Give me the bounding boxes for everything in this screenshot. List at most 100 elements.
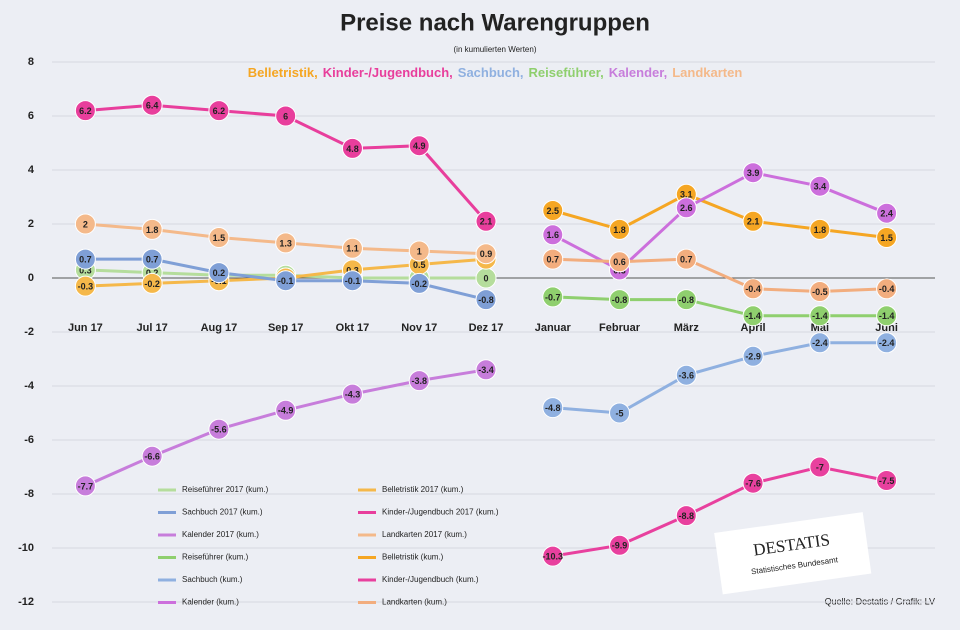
y-tick-label: 6 — [28, 110, 34, 122]
point — [341, 383, 363, 405]
highlight-item: Kinder-/Jugendbuch, — [323, 65, 453, 80]
value-label: 4.8 — [346, 144, 359, 154]
point — [742, 162, 764, 184]
point — [208, 100, 230, 122]
point — [542, 286, 564, 308]
y-tick-label: 0 — [28, 272, 34, 284]
point — [408, 272, 430, 294]
value-label: -4.9 — [278, 406, 294, 416]
y-tick-label: -6 — [24, 434, 34, 446]
value-label: 4.9 — [413, 141, 426, 151]
value-label: 0.6 — [613, 257, 626, 267]
point — [141, 445, 163, 467]
highlight-item: Belletristik, — [248, 65, 318, 80]
point — [475, 243, 497, 265]
point — [475, 289, 497, 311]
point — [742, 305, 764, 327]
value-label: 2.6 — [680, 203, 693, 213]
point — [542, 545, 564, 567]
value-label: 0.7 — [79, 254, 92, 264]
value-label: 6 — [283, 111, 288, 121]
point — [876, 202, 898, 224]
x-tick-label: Aug 17 — [201, 322, 238, 334]
value-label: -5.6 — [211, 425, 227, 435]
y-tick-label: -8 — [24, 488, 34, 500]
value-label: -0.4 — [879, 284, 895, 294]
point — [809, 332, 831, 354]
value-label: -2.4 — [812, 338, 828, 348]
value-label: 0.3 — [79, 265, 92, 275]
value-label: -0.2 — [144, 279, 160, 289]
series-line — [552, 295, 887, 318]
value-label: -10.3 — [543, 551, 564, 561]
value-label: 1.3 — [279, 238, 292, 248]
point — [675, 248, 697, 270]
point — [809, 281, 831, 302]
point — [475, 359, 497, 381]
value-label: -0.7 — [545, 292, 561, 302]
x-tick-label: Februar — [599, 322, 641, 334]
highlight-item: Sachbuch, — [458, 65, 524, 80]
y-tick-label: 4 — [28, 164, 35, 176]
value-label: -0.5 — [812, 287, 828, 297]
point — [675, 364, 697, 386]
value-label: 1.6 — [547, 230, 560, 240]
value-label: 0.9 — [480, 249, 493, 259]
source: Quelle: Destatis / Grafik: LV — [825, 596, 935, 606]
point — [208, 418, 230, 440]
value-label: 1.8 — [146, 225, 159, 235]
value-label: 0.7 — [146, 254, 159, 264]
series-line — [552, 257, 887, 294]
legend-label: Belletristik (kum.) — [382, 553, 444, 562]
x-tick-label: Januar — [535, 322, 572, 334]
point — [742, 472, 764, 494]
point — [141, 248, 163, 270]
x-tick-label: Okt 17 — [336, 322, 370, 334]
value-label: 2.1 — [747, 217, 760, 227]
point — [809, 175, 831, 197]
legend-label: Kinder-/Jugendbuch 2017 (kum.) — [382, 508, 499, 517]
point — [74, 248, 96, 270]
point — [609, 534, 631, 556]
legend-label: Landkarten (kum.) — [382, 598, 447, 607]
legend-label: Kinder-/Jugendbuch (kum.) — [382, 575, 479, 584]
point — [208, 227, 230, 248]
value-label: 0.7 — [680, 254, 693, 264]
value-label: 0.5 — [413, 260, 426, 270]
legend-label: Sachbuch 2017 (kum.) — [182, 508, 263, 517]
x-tick-label: Jul 17 — [137, 322, 168, 334]
value-label: -3.8 — [411, 376, 427, 386]
point — [809, 218, 831, 240]
value-label: 1.8 — [814, 225, 827, 235]
chart-subtitle: (in kumulierten Werten) — [454, 45, 537, 54]
highlight-item: Reiseführer, — [529, 65, 604, 80]
highlight-item: Landkarten — [672, 65, 742, 80]
value-label: -0.1 — [345, 276, 361, 286]
legend-label: Reiseführer (kum.) — [182, 553, 249, 562]
value-label: 2.5 — [547, 206, 560, 216]
point — [542, 224, 564, 246]
x-tick-label: Jun 17 — [68, 322, 103, 334]
value-label: -0.8 — [679, 295, 695, 305]
value-label: -0.1 — [278, 276, 294, 286]
point — [408, 240, 430, 262]
point — [341, 270, 363, 292]
y-tick-label: -12 — [18, 596, 34, 608]
value-label: -4.3 — [345, 389, 361, 399]
series-line — [552, 341, 887, 415]
legend-label: Reiseführer 2017 (kum.) — [182, 485, 269, 494]
point — [275, 270, 297, 292]
y-tick-label: 2 — [28, 218, 34, 230]
value-label: -7 — [816, 462, 824, 472]
value-label: 2.4 — [880, 209, 893, 219]
point — [74, 100, 96, 122]
value-label: -0.3 — [78, 281, 94, 291]
point — [675, 289, 697, 311]
value-label: -4.8 — [545, 403, 561, 413]
series-line — [552, 192, 887, 239]
point — [675, 505, 697, 527]
y-tick-label: 8 — [28, 56, 34, 68]
point — [542, 248, 564, 270]
value-label: 1.5 — [213, 233, 226, 243]
point — [74, 213, 96, 235]
